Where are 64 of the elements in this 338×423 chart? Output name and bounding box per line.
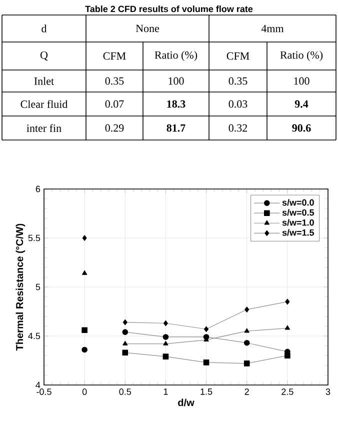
x-tick-label: -0.5	[36, 388, 52, 395]
point	[244, 328, 250, 333]
text: 4mm	[261, 24, 284, 32]
text: 100	[294, 77, 310, 85]
y-tick-label: 6	[36, 186, 40, 192]
point	[203, 360, 210, 366]
point	[204, 326, 209, 332]
text: None	[136, 24, 160, 32]
point	[162, 354, 169, 360]
text: Q	[40, 51, 48, 61]
x-tick-label: 1	[164, 388, 168, 395]
text: 9.4	[294, 100, 308, 108]
text: 0.03	[228, 100, 248, 108]
x-tick-label: 0.5	[119, 388, 132, 395]
text: 0.35	[228, 77, 248, 85]
text: Inlet	[34, 77, 54, 85]
point	[284, 325, 290, 330]
y-axis-title: Thermal Resistance (°C/W)	[16, 224, 26, 351]
point	[284, 352, 290, 358]
text: 81.7	[166, 124, 186, 132]
text: d	[42, 24, 47, 32]
x-tick-label: 1.5	[200, 388, 212, 395]
text: 0.32	[228, 124, 248, 132]
legend-label: s/w=1.0	[282, 219, 314, 226]
x-tick-label: 2	[244, 388, 249, 395]
y-tick-label: 4	[36, 382, 40, 388]
x-axis-title: d/w	[178, 398, 194, 406]
legend-label: s/w=1.5	[282, 229, 314, 236]
y-tick-label: 5.5	[28, 234, 40, 242]
text: 100	[168, 77, 184, 85]
point	[82, 270, 88, 275]
point	[162, 334, 169, 340]
text: CFM	[103, 52, 126, 60]
point	[82, 327, 88, 334]
text: 0.29	[105, 124, 124, 132]
legend-label: s/w=0.5	[282, 209, 314, 216]
text: 0.07	[105, 100, 124, 108]
point	[82, 235, 87, 241]
text: Table 2 CFD results of volume flow rate	[85, 6, 253, 12]
point	[82, 346, 88, 353]
point	[122, 350, 128, 356]
text: 90.6	[292, 124, 311, 132]
text: Ratio (%)	[154, 51, 198, 61]
text: CFM	[226, 52, 250, 60]
x-tick-label: 2.5	[282, 388, 294, 395]
x-tick-label: 0	[82, 388, 87, 395]
legend-label: s/w=0.0	[282, 199, 314, 206]
point	[122, 329, 128, 335]
point	[244, 340, 250, 346]
y-tick-label: 4.5	[28, 332, 40, 340]
text: 0.35	[105, 77, 124, 85]
point	[244, 360, 250, 366]
point	[285, 298, 290, 305]
point	[244, 306, 250, 312]
y-tick-label: 5	[36, 284, 40, 290]
text: Clear fluid	[20, 100, 68, 108]
point	[122, 319, 128, 326]
point	[163, 340, 168, 346]
x-tick-label: 3	[326, 388, 330, 395]
text: 18.3	[167, 100, 186, 108]
point	[122, 340, 128, 346]
text: inter fin	[26, 124, 62, 132]
point	[163, 320, 168, 326]
text: Ratio (%)	[280, 51, 323, 61]
